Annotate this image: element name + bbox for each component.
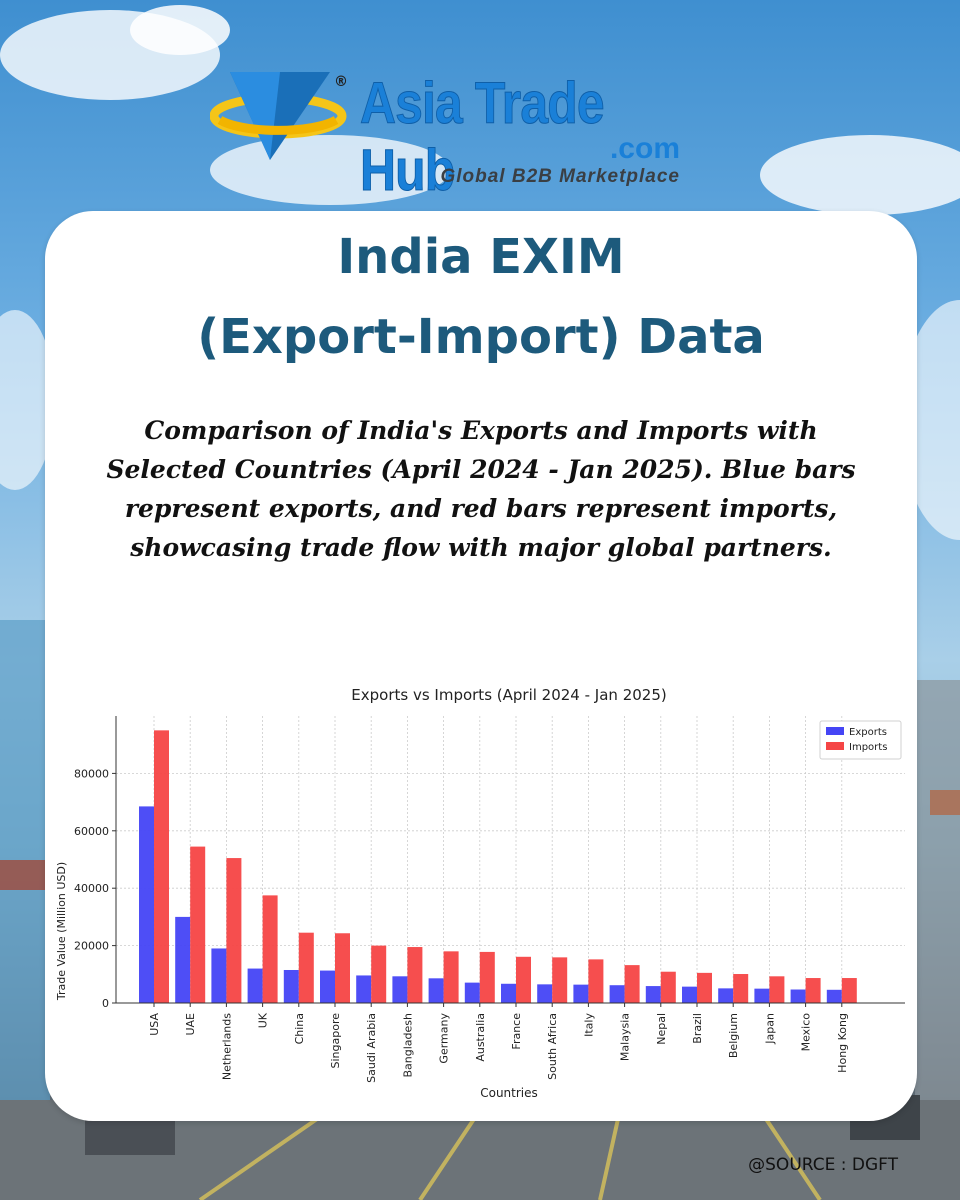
export-bar-japan	[754, 988, 770, 1003]
import-bar-china	[298, 932, 314, 1003]
import-bar-malaysia	[624, 965, 640, 1003]
brand-logo: ® Asia Trade Hub .com Global B2B Marketp…	[210, 68, 690, 204]
export-bar-bangladesh	[392, 976, 408, 1003]
x-tick-label: Japan	[763, 1013, 776, 1045]
export-bar-mexico	[790, 989, 806, 1003]
import-bar-usa	[154, 730, 169, 1003]
page-title: India EXIM (Export-Import) Data	[45, 229, 917, 389]
export-bar-china	[283, 969, 299, 1003]
x-axis-label: Countries	[480, 1086, 538, 1100]
export-bar-hong-kong	[826, 989, 842, 1003]
import-bar-hong-kong	[841, 978, 857, 1003]
x-tick-label: Nepal	[655, 1013, 668, 1045]
x-tick-label: UAE	[184, 1013, 197, 1036]
title-line-2: (Export-Import) Data	[197, 309, 765, 365]
content-card: India EXIM (Export-Import) Data Comparis…	[45, 211, 917, 1121]
export-bar-saudi-arabia	[356, 975, 372, 1003]
export-bar-belgium	[718, 988, 734, 1003]
x-tick-label: Bangladesh	[401, 1013, 414, 1078]
legend-swatch-imports	[826, 742, 844, 750]
title-line-1: India EXIM	[337, 229, 625, 285]
export-bar-australia	[464, 982, 480, 1003]
x-tick-label: UK	[257, 1012, 270, 1028]
import-bar-netherlands	[226, 858, 242, 1003]
x-tick-label: Brazil	[691, 1013, 704, 1044]
y-axis-label: Trade Value (Million USD)	[55, 862, 68, 1001]
x-tick-label: Malaysia	[619, 1013, 632, 1061]
x-tick-label: Mexico	[800, 1013, 813, 1052]
export-bar-usa	[139, 806, 154, 1003]
plot-area: 0 20000 40000 60000 80000 USA UAE Netherlands UK…	[74, 716, 905, 1083]
import-bar-belgium	[733, 974, 749, 1003]
x-tick-label: USA	[148, 1013, 161, 1036]
x-tick-label: Saudi Arabia	[365, 1013, 378, 1083]
y-tick-label: 0	[102, 997, 109, 1010]
import-bar-singapore	[335, 933, 350, 1003]
import-bar-south-africa	[552, 957, 568, 1003]
x-tick-label: Italy	[582, 1013, 595, 1037]
x-tick-label: Belgium	[727, 1013, 740, 1058]
export-bar-uk	[247, 968, 263, 1003]
x-tick-label: Germany	[438, 1013, 451, 1064]
export-bar-italy	[573, 984, 589, 1003]
y-tick-label: 60000	[74, 825, 109, 838]
bar-chart: Exports vs Imports (April 2024 - Jan 202…	[55, 686, 905, 1100]
import-bar-japan	[769, 976, 785, 1003]
x-tick-label: China	[293, 1013, 306, 1044]
brand-name: Asia Trade Hub	[360, 71, 605, 204]
source-credit: @SOURCE : DGFT	[748, 1155, 898, 1175]
logo-emblem-icon	[210, 72, 347, 160]
export-bar-uae	[175, 916, 191, 1003]
export-bar-netherlands	[211, 948, 227, 1003]
x-tick-label: Hong Kong	[836, 1013, 849, 1073]
import-bar-germany	[443, 951, 459, 1003]
registered-mark: ®	[334, 74, 348, 90]
y-tick-label: 80000	[74, 767, 109, 780]
import-bar-france	[516, 956, 531, 1003]
import-bar-mexico	[805, 978, 821, 1003]
x-tick-label: Australia	[474, 1013, 487, 1062]
brand-tagline: Global B2B Marketplace	[440, 166, 680, 187]
export-bar-singapore	[320, 970, 335, 1003]
legend-label-exports: Exports	[849, 727, 887, 738]
export-bar-france	[501, 983, 516, 1003]
import-bar-nepal	[660, 971, 676, 1003]
x-tick-label: Singapore	[329, 1013, 342, 1069]
export-bar-nepal	[645, 986, 661, 1003]
brand-domain: .com	[609, 132, 680, 165]
y-tick-label: 40000	[74, 882, 109, 895]
legend-label-imports: Imports	[849, 742, 887, 753]
import-bar-italy	[588, 959, 604, 1003]
export-bar-malaysia	[609, 985, 625, 1003]
chart-description: Comparison of India's Exports and Import…	[106, 416, 856, 562]
import-bar-uk	[262, 895, 278, 1003]
import-bar-saudi-arabia	[371, 945, 387, 1003]
x-tick-label: France	[510, 1013, 523, 1050]
import-bar-australia	[479, 951, 495, 1003]
x-tick-label: South Africa	[546, 1013, 559, 1080]
legend-swatch-exports	[826, 727, 844, 735]
export-bar-germany	[428, 978, 444, 1003]
x-tick-label: Netherlands	[220, 1013, 233, 1080]
import-bar-uae	[190, 846, 206, 1003]
import-bar-bangladesh	[407, 947, 423, 1003]
y-tick-label: 20000	[74, 940, 109, 953]
export-bar-brazil	[682, 986, 697, 1003]
export-bar-south-africa	[537, 984, 553, 1003]
chart-title: Exports vs Imports (April 2024 - Jan 202…	[351, 686, 666, 704]
import-bar-brazil	[697, 972, 712, 1003]
